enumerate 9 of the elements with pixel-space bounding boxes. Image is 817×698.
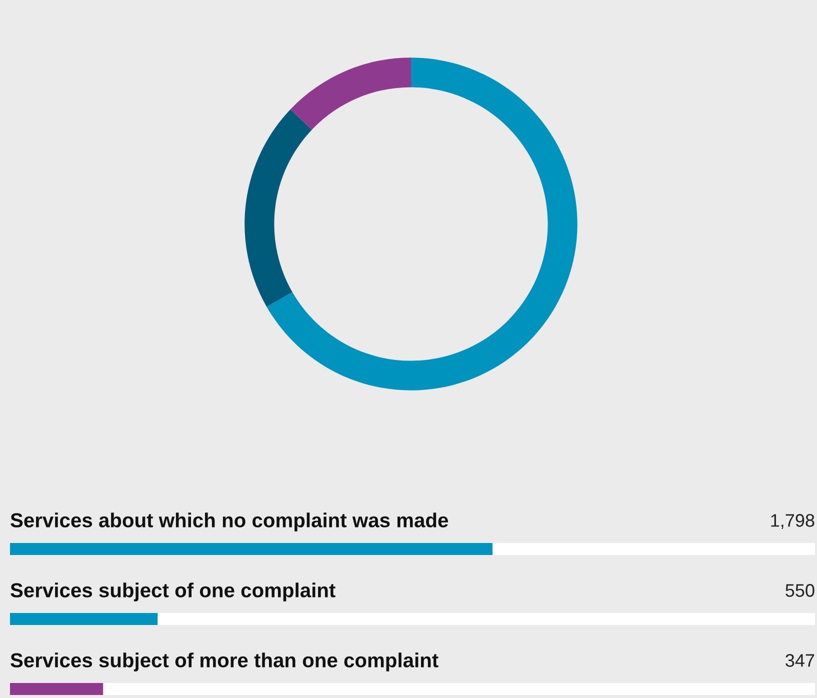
y-tick-label: Services about which no complaint was made bbox=[10, 512, 448, 532]
data-label: 1,798 bbox=[771, 514, 814, 529]
y-tick-label: Services subject of one complaint bbox=[10, 582, 336, 602]
data-label: 550 bbox=[786, 584, 814, 597]
donut-slice bbox=[266, 58, 578, 390]
donut-slice bbox=[290, 58, 411, 130]
y-tick-label: Services subject of more than one complaint bbox=[10, 652, 438, 672]
data-label: 347 bbox=[786, 654, 814, 667]
donut-slice bbox=[244, 109, 312, 307]
